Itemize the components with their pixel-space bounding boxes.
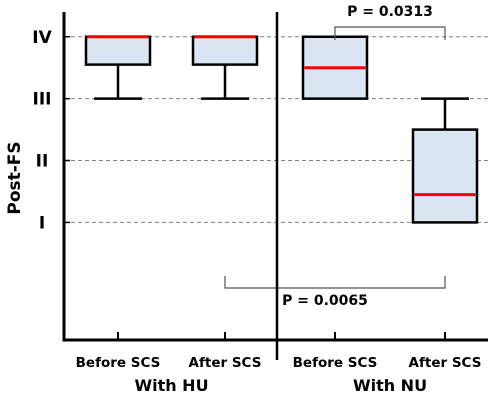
y-axis-title: Post-FS [5, 141, 25, 214]
significance-brackets: P = 0.0313 P = 0.0065 [224, 2, 446, 309]
category-label: Before SCS [293, 355, 378, 371]
bracket-cross [224, 276, 446, 289]
box-4 [411, 97, 479, 224]
category-label: Before SCS [76, 355, 161, 371]
y-tick-label: IV [32, 28, 52, 48]
category-labels: Before SCS After SCS With HU Before SCS Afte… [76, 355, 482, 395]
box-body [191, 35, 259, 66]
box-2 [191, 35, 259, 100]
p-value-cross-bg [279, 291, 371, 309]
box-1 [84, 35, 152, 100]
p-value-cross: P = 0.0065 [282, 293, 368, 309]
y-tick-label: I [39, 213, 45, 233]
group-label: With HU [134, 376, 208, 395]
y-tick-label: III [33, 90, 52, 110]
y-tick-label: II [36, 152, 49, 172]
box-body [84, 35, 152, 66]
p-value-nu-bg [344, 2, 436, 22]
bracket-nu [334, 26, 446, 40]
box-body [411, 128, 479, 224]
p-value-nu: P = 0.0313 [347, 4, 433, 20]
category-label: After SCS [189, 355, 262, 371]
box-3 [301, 35, 369, 100]
axes [62, 12, 488, 360]
category-label: After SCS [409, 355, 482, 371]
group-label: With NU [353, 376, 427, 395]
boxes [84, 35, 479, 224]
